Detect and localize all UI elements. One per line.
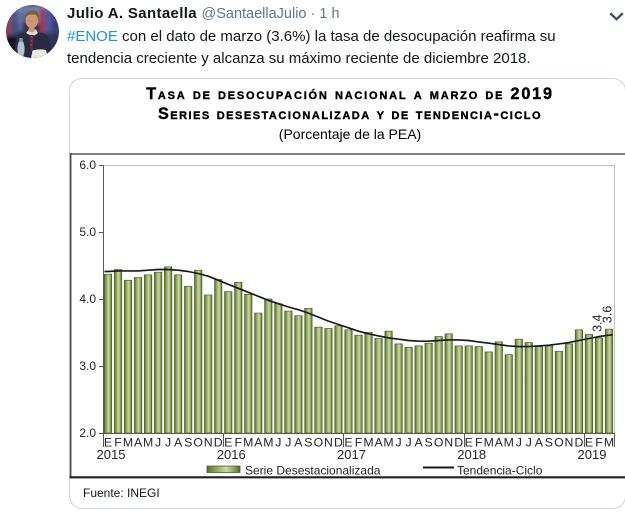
svg-text:J: J [406,436,412,450]
svg-text:F: F [355,436,363,450]
svg-text:M: M [243,436,253,450]
svg-text:M: M [604,436,614,450]
svg-text:M: M [383,436,393,450]
svg-text:2018: 2018 [457,447,486,462]
svg-text:N: N [324,436,333,450]
svg-text:M: M [363,436,373,450]
svg-text:Serie Desestacionalizada: Serie Desestacionalizada [245,464,381,478]
svg-text:O: O [314,436,324,450]
svg-text:J: J [165,436,171,450]
svg-text:S: S [545,436,553,450]
svg-text:D: D [214,436,223,450]
svg-text:N: N [204,436,213,450]
svg-text:2.0: 2.0 [79,426,96,440]
svg-text:E: E [104,436,112,450]
svg-text:J: J [516,436,522,450]
svg-text:2017: 2017 [337,447,366,462]
svg-text:E: E [344,436,352,450]
svg-text:O: O [554,436,564,450]
svg-text:3.6: 3.6 [601,306,615,323]
svg-text:O: O [193,436,203,450]
svg-text:S: S [425,436,433,450]
svg-text:J: J [155,436,161,450]
svg-text:D: D [334,436,343,450]
svg-text:6.0: 6.0 [79,158,96,172]
svg-text:M: M [484,436,494,450]
svg-text:3.4: 3.4 [591,314,605,331]
svg-text:J: J [526,436,532,450]
svg-text:2016: 2016 [217,447,246,462]
svg-text:D: D [454,436,463,450]
svg-text:F: F [235,436,243,450]
svg-text:A: A [134,436,143,450]
svg-text:M: M [504,436,514,450]
svg-text:S: S [304,436,312,450]
svg-text:E: E [465,436,473,450]
svg-text:O: O [434,436,444,450]
svg-text:E: E [585,436,593,450]
svg-text:F: F [475,436,483,450]
svg-text:A: A [174,436,183,450]
svg-text:2019: 2019 [578,447,607,462]
svg-text:S: S [184,436,192,450]
svg-text:F: F [595,436,603,450]
svg-text:4.0: 4.0 [79,292,96,306]
svg-text:M: M [123,436,133,450]
svg-text:A: A [374,436,383,450]
svg-text:N: N [564,436,573,450]
svg-text:5.0: 5.0 [79,225,96,239]
svg-text:A: A [294,436,303,450]
svg-text:M: M [143,436,153,450]
svg-text:J: J [396,436,402,450]
svg-text:N: N [444,436,453,450]
svg-text:3.0: 3.0 [79,359,96,373]
svg-text:F: F [114,436,122,450]
svg-text:A: A [254,436,263,450]
svg-text:2015: 2015 [97,447,126,462]
svg-text:A: A [535,436,544,450]
svg-text:D: D [574,436,583,450]
svg-text:E: E [224,436,232,450]
svg-text:J: J [275,436,281,450]
svg-text:A: A [495,436,504,450]
svg-text:Tendencia-Ciclo: Tendencia-Ciclo [457,464,543,478]
svg-text:M: M [263,436,273,450]
svg-text:J: J [285,436,291,450]
svg-text:A: A [415,436,424,450]
